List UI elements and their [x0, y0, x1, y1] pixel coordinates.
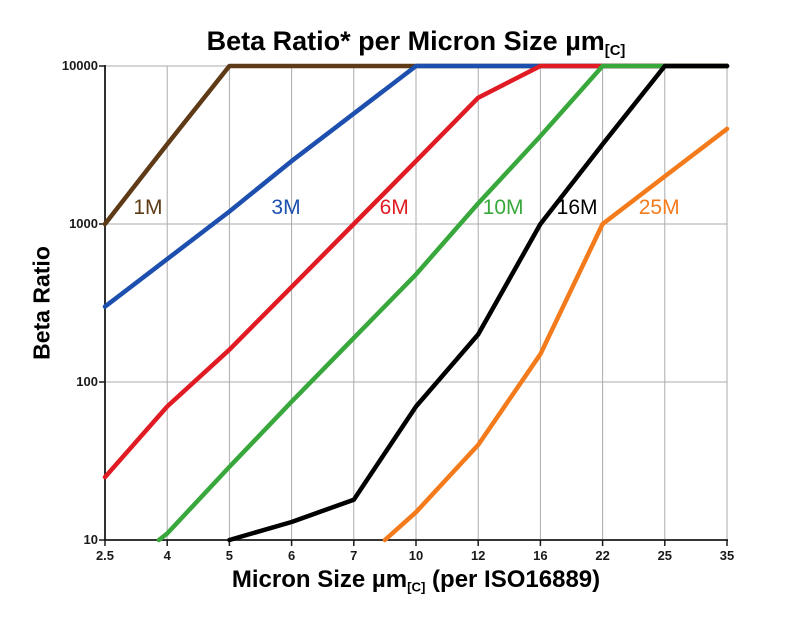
x-tick-label-4: 4 — [163, 548, 171, 563]
series-lines-group — [102, 63, 730, 543]
y-axis-title: Beta Ratio — [29, 246, 56, 360]
y-axis-title-text: Beta Ratio — [28, 246, 55, 360]
x-tick-label-22: 22 — [595, 548, 610, 563]
x-tick-label-10: 10 — [408, 548, 424, 563]
series-line-16M — [227, 63, 730, 543]
chart-title-subscript: [C] — [604, 43, 626, 60]
series-label-3M: 3M — [271, 196, 301, 220]
x-tick-label-2.5: 2.5 — [95, 548, 115, 563]
x-tick-label-7: 7 — [350, 548, 358, 563]
series-line-6M — [102, 63, 730, 480]
x-tick-label-6: 6 — [287, 548, 296, 563]
y-tick-label-100: 100 — [76, 374, 98, 389]
series-line-25M — [382, 126, 730, 543]
series-label-25M: 25M — [638, 196, 680, 220]
x-tick-label-25: 25 — [657, 548, 673, 563]
chart-title: Beta Ratio* per Micron Size µm[C] — [105, 26, 727, 59]
x-axis-title: Micron Size µm[C] (per ISO16889) — [105, 566, 727, 595]
x-tick-label-35: 35 — [719, 548, 735, 563]
x-tick-label-12: 12 — [470, 548, 486, 563]
series-line-10M — [156, 63, 730, 543]
x-tick-label-5: 5 — [225, 548, 233, 563]
y-tick-label-1000: 1000 — [69, 216, 98, 231]
y-tick-label-10: 10 — [83, 532, 98, 547]
x-axis-title-subscript: [C] — [407, 579, 426, 595]
x-axis-title-text: Micron Size µm — [231, 566, 408, 593]
chart-title-text: Beta Ratio* per Micron Size µm — [206, 26, 605, 56]
series-label-1M: 1M — [133, 196, 163, 220]
y-tick-label-10000: 10000 — [61, 58, 98, 73]
x-tick-label-16: 16 — [533, 548, 548, 563]
x-axis-title-suffix: (per ISO16889) — [425, 566, 601, 593]
series-line-3M — [102, 63, 730, 309]
series-label-6M: 6M — [379, 196, 409, 220]
series-label-16M: 16M — [556, 196, 598, 220]
series-label-10M: 10M — [482, 196, 524, 220]
